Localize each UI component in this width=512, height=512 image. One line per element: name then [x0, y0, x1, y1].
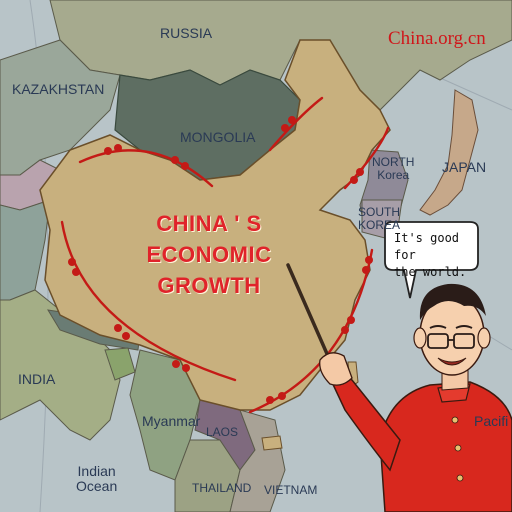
label-kazakhstan: KAZAKHSTAN — [12, 81, 105, 97]
headline-line-1: CHINA ' S — [156, 211, 262, 236]
label-india: INDIA — [18, 371, 56, 387]
label-vietnam: VIETNAM — [264, 483, 318, 497]
label-myanmar: Myanmar — [142, 413, 201, 429]
speech-bubble-shape — [384, 221, 479, 299]
label-laos: LAOS — [206, 425, 239, 439]
speech-bubble-text: It's good for the world. — [394, 230, 476, 281]
man-hair — [419, 283, 486, 320]
headline-line-3: GROWTH — [157, 273, 261, 298]
label-russia: RUSSIA — [160, 25, 213, 41]
japan-region — [419, 89, 479, 216]
label-thailand: THAILAND — [192, 481, 252, 495]
man-glasses — [427, 333, 475, 349]
label-japan: JAPAN — [442, 159, 487, 175]
label-mongolia: MONGOLIA — [180, 129, 256, 145]
speech-bubble-line-2: the world. — [394, 265, 467, 279]
speech-bubble-line-1: It's good for — [394, 231, 460, 262]
label-pacific: Pacifi — [474, 413, 509, 429]
label-indian-ocean: Indian Ocean — [76, 463, 118, 494]
man-hand — [319, 352, 353, 386]
growth-line-markers — [68, 116, 373, 404]
man-jacket — [379, 381, 512, 512]
label-north-korea: NORTH Korea — [372, 155, 415, 182]
headline: CHINA ' S ECONOMIC GROWTH — [134, 208, 284, 301]
brand-watermark: China.org.cn — [388, 28, 486, 49]
headline-line-2: ECONOMIC — [146, 242, 272, 267]
label-south-korea: SOUTH KOREA — [358, 205, 401, 232]
hainan-region — [261, 435, 283, 451]
cartoon-man — [319, 283, 512, 512]
vietnam-region — [229, 409, 286, 512]
man-smile — [437, 357, 467, 366]
india-region — [0, 289, 121, 441]
